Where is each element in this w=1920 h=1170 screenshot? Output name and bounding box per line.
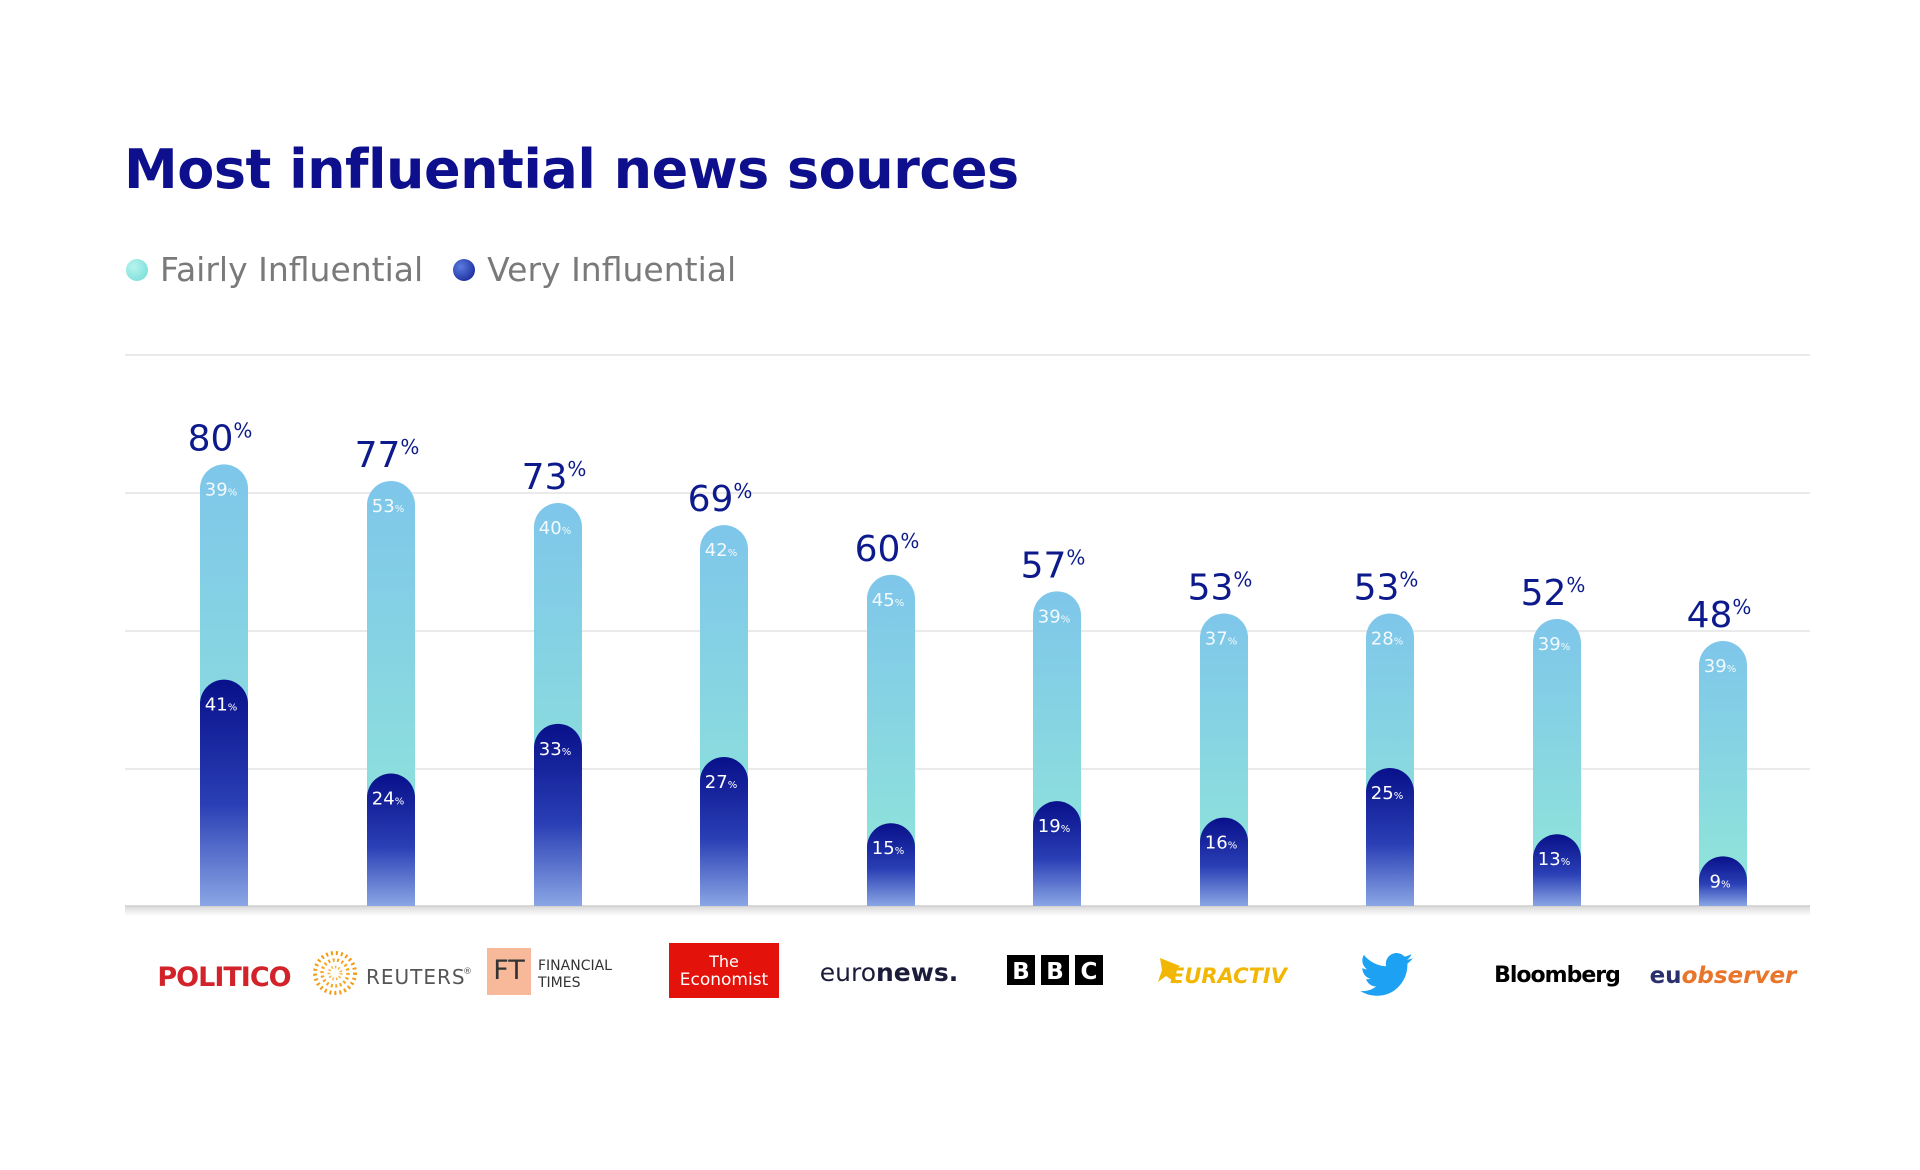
fairly-unit: % [895,598,905,609]
ft-block [487,948,531,995]
bbc-block-3 [1075,955,1103,985]
very-unit: % [1394,791,1404,802]
legend-label-fairly: Fairly Influential [160,250,424,289]
fairly-unit: % [1394,636,1404,647]
fairly-unit: % [228,487,238,498]
total-label: 80% [188,418,253,459]
total-unit: % [1732,595,1751,619]
very-unit: % [728,780,738,791]
logos-row: POLITICO REUTERS ® FT FINANCIAL TIMES [157,943,1798,998]
bar-very-influential [700,756,748,906]
ft-line1: FINANCIAL [538,958,612,974]
euronews-part-news: news. [876,958,958,987]
total-unit: % [567,457,586,481]
bar-very-influential [367,773,415,906]
very-unit: % [562,747,572,758]
total-unit: % [233,418,252,442]
ft-mark: FT [493,955,525,986]
total-unit: % [1399,567,1418,591]
twitter-bird-icon [1360,953,1413,996]
euobserver-part-eu: eu [1650,963,1682,989]
bar-very-influential [1533,834,1581,906]
very-unit: % [1721,879,1731,890]
very-unit: % [895,846,905,857]
logo-politico: POLITICO [157,962,290,993]
total-unit: % [733,479,752,503]
logo-euractiv: EURACTIV [1158,958,1289,988]
logo-financial-times: FT FINANCIAL TIMES [487,948,612,995]
bar-very-influential [200,679,248,906]
total-label: 60% [855,529,920,570]
very-unit: % [1228,841,1238,852]
economist-line1: The [708,952,739,971]
bar-very-influential [867,823,915,906]
legend-swatch-very [453,258,476,281]
logo-reuters: REUTERS ® [313,951,472,995]
total-label: 73% [522,457,587,498]
bbc-letter-1: B [1012,959,1030,985]
total-label: 52% [1521,573,1586,614]
bar-fairly-influential [1533,618,1581,906]
legend: Fairly Influential Very Influential [126,250,766,289]
reuters-dots-icon [313,951,357,995]
total-label: 53% [1354,567,1419,608]
fairly-unit: % [728,548,738,559]
total-label: 69% [688,479,753,520]
total-label: 77% [355,435,420,476]
ft-line2: TIMES [537,975,581,991]
fairly-unit: % [1561,642,1571,653]
total-label: 53% [1188,567,1253,608]
reuters-wordmark: REUTERS [366,965,466,989]
very-unit: % [1561,857,1571,868]
bars [200,464,1747,906]
total-label: 57% [1021,545,1086,586]
fairly-unit: % [1727,664,1737,675]
fairly-unit: % [395,504,405,515]
logo-euronews: euronews. [820,958,958,987]
fairly-unit: % [1228,636,1238,647]
legend-label-very: Very Influential [487,250,737,289]
bar-very-influential [534,723,582,906]
legend-item-very: Very Influential [453,250,736,289]
total-unit: % [1233,567,1252,591]
bar-very-influential [1200,817,1248,906]
total-unit: % [1066,545,1085,569]
bar-very-influential [1033,801,1081,906]
fairly-unit: % [1061,614,1071,625]
legend-swatch-fairly [126,258,148,281]
euractiv-star-icon [1158,958,1180,984]
legend-item-fairly: Fairly Influential [126,250,423,289]
baseline-shadow [125,906,1810,916]
bbc-block-2 [1041,955,1069,985]
euobserver-part-observer: observer [1682,963,1798,989]
euractiv-wordmark: EURACTIV [1170,964,1289,988]
logo-bloomberg: Bloomberg [1494,963,1620,988]
bar-fairly-influential [1699,641,1747,906]
chart-title: Most influential news sources [124,138,1019,201]
economist-block [669,943,779,998]
fairly-unit: % [562,526,572,537]
logo-euobserver: euobserver [1650,963,1798,989]
very-unit: % [1061,824,1071,835]
total-unit: % [400,435,419,459]
very-unit: % [395,797,405,808]
bbc-block-1 [1007,955,1035,985]
logo-bbc: B B C [1007,955,1103,985]
bbc-letter-2: B [1046,959,1064,985]
very-unit: % [228,703,238,714]
economist-line2: Economist [680,970,769,990]
total-label: 48% [1687,595,1752,636]
total-unit: % [1566,573,1585,597]
total-unit: % [900,529,919,553]
bbc-letter-3: C [1081,959,1098,985]
bar-very-influential [1366,768,1414,906]
logo-economist: The Economist [669,943,779,998]
bar-very-influential [1699,856,1747,906]
euronews-part-euro: euro [820,958,876,987]
bar-fairly-influential [867,574,915,906]
data-labels: 80%39%41%77%53%24%73%40%33%69%42%27%60%4… [188,418,1752,892]
reuters-registered: ® [463,967,472,977]
